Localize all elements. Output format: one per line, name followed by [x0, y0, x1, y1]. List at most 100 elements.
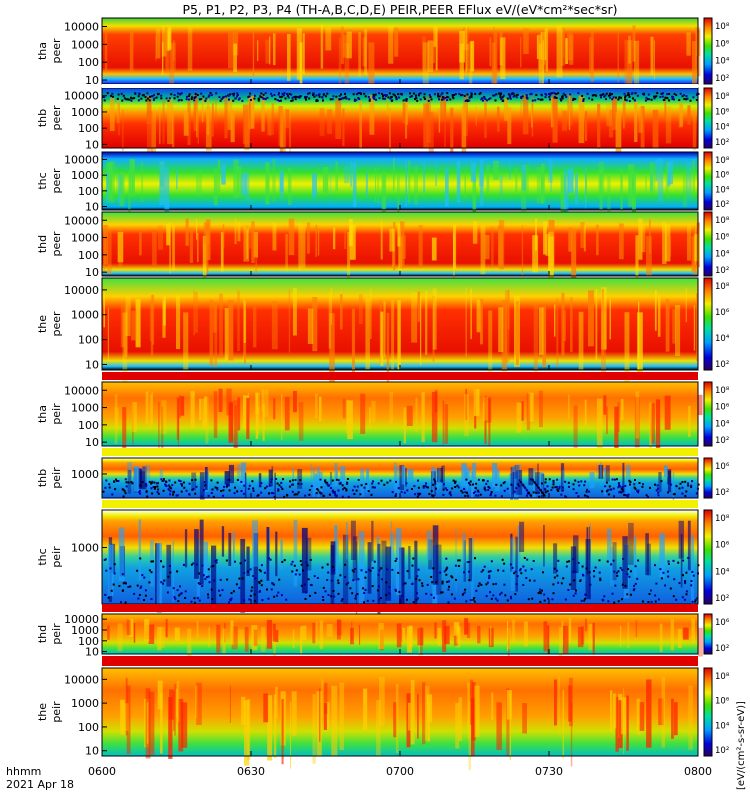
- texture-stripe: [556, 297, 559, 368]
- noise-speck: [293, 493, 296, 496]
- noise-speck: [538, 495, 541, 498]
- noise-speck: [345, 97, 348, 100]
- texture-stripe: [592, 622, 595, 655]
- noise-speck: [387, 96, 390, 99]
- noise-speck: [558, 485, 561, 488]
- noise-speck: [121, 573, 124, 576]
- texture-stripe: [610, 690, 613, 733]
- texture-stripe: [645, 533, 649, 576]
- noise-speck: [173, 94, 176, 97]
- noise-speck: [557, 92, 560, 95]
- noise-speck: [654, 594, 657, 597]
- y-tick-label: 10000: [64, 21, 99, 34]
- noise-speck: [267, 597, 270, 600]
- texture-stripe: [268, 469, 273, 487]
- noise-speck: [226, 578, 229, 581]
- noise-speck: [647, 98, 649, 101]
- noise-speck: [273, 94, 276, 96]
- texture-stripe: [463, 466, 467, 482]
- texture-stripe: [566, 32, 573, 61]
- noise-speck: [503, 481, 506, 484]
- y-tick-label: 10: [85, 74, 99, 87]
- texture-stripe: [539, 390, 543, 428]
- noise-speck: [430, 490, 433, 493]
- texture-stripe: [521, 164, 527, 191]
- noise-speck: [681, 596, 684, 599]
- noise-speck: [341, 598, 344, 601]
- noise-speck: [541, 98, 544, 101]
- texture-stripe: [583, 225, 586, 252]
- texture-stripe: [520, 401, 524, 421]
- panel-label-species: peer: [50, 231, 63, 257]
- texture-stripe: [482, 396, 489, 421]
- texture-stripe: [692, 110, 696, 151]
- noise-speck: [298, 573, 301, 576]
- noise-speck: [565, 96, 568, 98]
- noise-speck: [515, 583, 518, 586]
- noise-speck: [400, 490, 403, 493]
- texture-stripe: [237, 166, 242, 197]
- texture-stripe: [216, 624, 221, 653]
- noise-speck: [624, 98, 627, 101]
- texture-stripe: [312, 622, 316, 644]
- noise-speck: [479, 493, 482, 496]
- noise-speck: [278, 484, 281, 487]
- noise-speck: [124, 478, 127, 481]
- texture-stripe: [444, 404, 449, 444]
- texture-stripe: [609, 298, 611, 340]
- noise-speck: [627, 92, 630, 95]
- texture-stripe: [389, 391, 393, 424]
- noise-speck: [458, 92, 461, 95]
- noise-speck: [315, 98, 318, 101]
- noise-speck: [427, 486, 429, 489]
- noise-speck: [378, 92, 381, 95]
- texture-stripe: [114, 407, 119, 430]
- texture-stripe: [649, 162, 653, 194]
- noise-speck: [488, 577, 491, 580]
- noise-speck: [462, 593, 465, 596]
- noise-speck: [695, 492, 698, 495]
- noise-speck: [671, 98, 674, 100]
- noise-speck: [684, 580, 687, 583]
- texture-stripe: [538, 307, 544, 355]
- texture-stripe: [251, 221, 255, 263]
- texture-stripe: [312, 468, 315, 497]
- noise-speck: [560, 582, 563, 585]
- noise-speck: [148, 99, 151, 102]
- texture-stripe: [590, 29, 594, 82]
- panel-fill: [102, 152, 698, 210]
- noise-speck: [218, 589, 221, 592]
- noise-speck: [483, 96, 486, 99]
- texture-stripe: [393, 158, 395, 191]
- noise-speck: [679, 92, 682, 95]
- noise-speck: [390, 96, 393, 99]
- noise-speck: [529, 478, 532, 481]
- texture-stripe: [107, 625, 110, 640]
- texture-stripe: [261, 627, 266, 652]
- noise-speck: [369, 569, 372, 572]
- texture-stripe: [507, 289, 510, 330]
- noise-speck: [249, 92, 252, 95]
- texture-stripe: [520, 95, 522, 120]
- texture-stripe: [523, 621, 529, 647]
- noise-speck: [327, 594, 330, 596]
- noise-speck: [668, 93, 671, 95]
- noise-speck: [145, 484, 148, 487]
- noise-speck: [696, 597, 699, 600]
- noise-speck: [484, 489, 487, 492]
- noise-speck: [457, 565, 460, 567]
- noise-speck: [122, 94, 125, 97]
- texture-stripe: [611, 97, 617, 130]
- noise-speck: [140, 97, 143, 100]
- noise-speck: [365, 483, 368, 485]
- noise-speck: [144, 589, 147, 592]
- noise-speck: [210, 565, 213, 568]
- noise-speck: [220, 98, 223, 100]
- texture-stripe: [118, 527, 125, 581]
- texture-stripe: [652, 109, 659, 148]
- texture-stripe: [645, 172, 647, 191]
- noise-speck: [290, 563, 293, 566]
- noise-speck: [366, 599, 369, 602]
- noise-speck: [691, 600, 694, 603]
- noise-speck: [448, 585, 450, 588]
